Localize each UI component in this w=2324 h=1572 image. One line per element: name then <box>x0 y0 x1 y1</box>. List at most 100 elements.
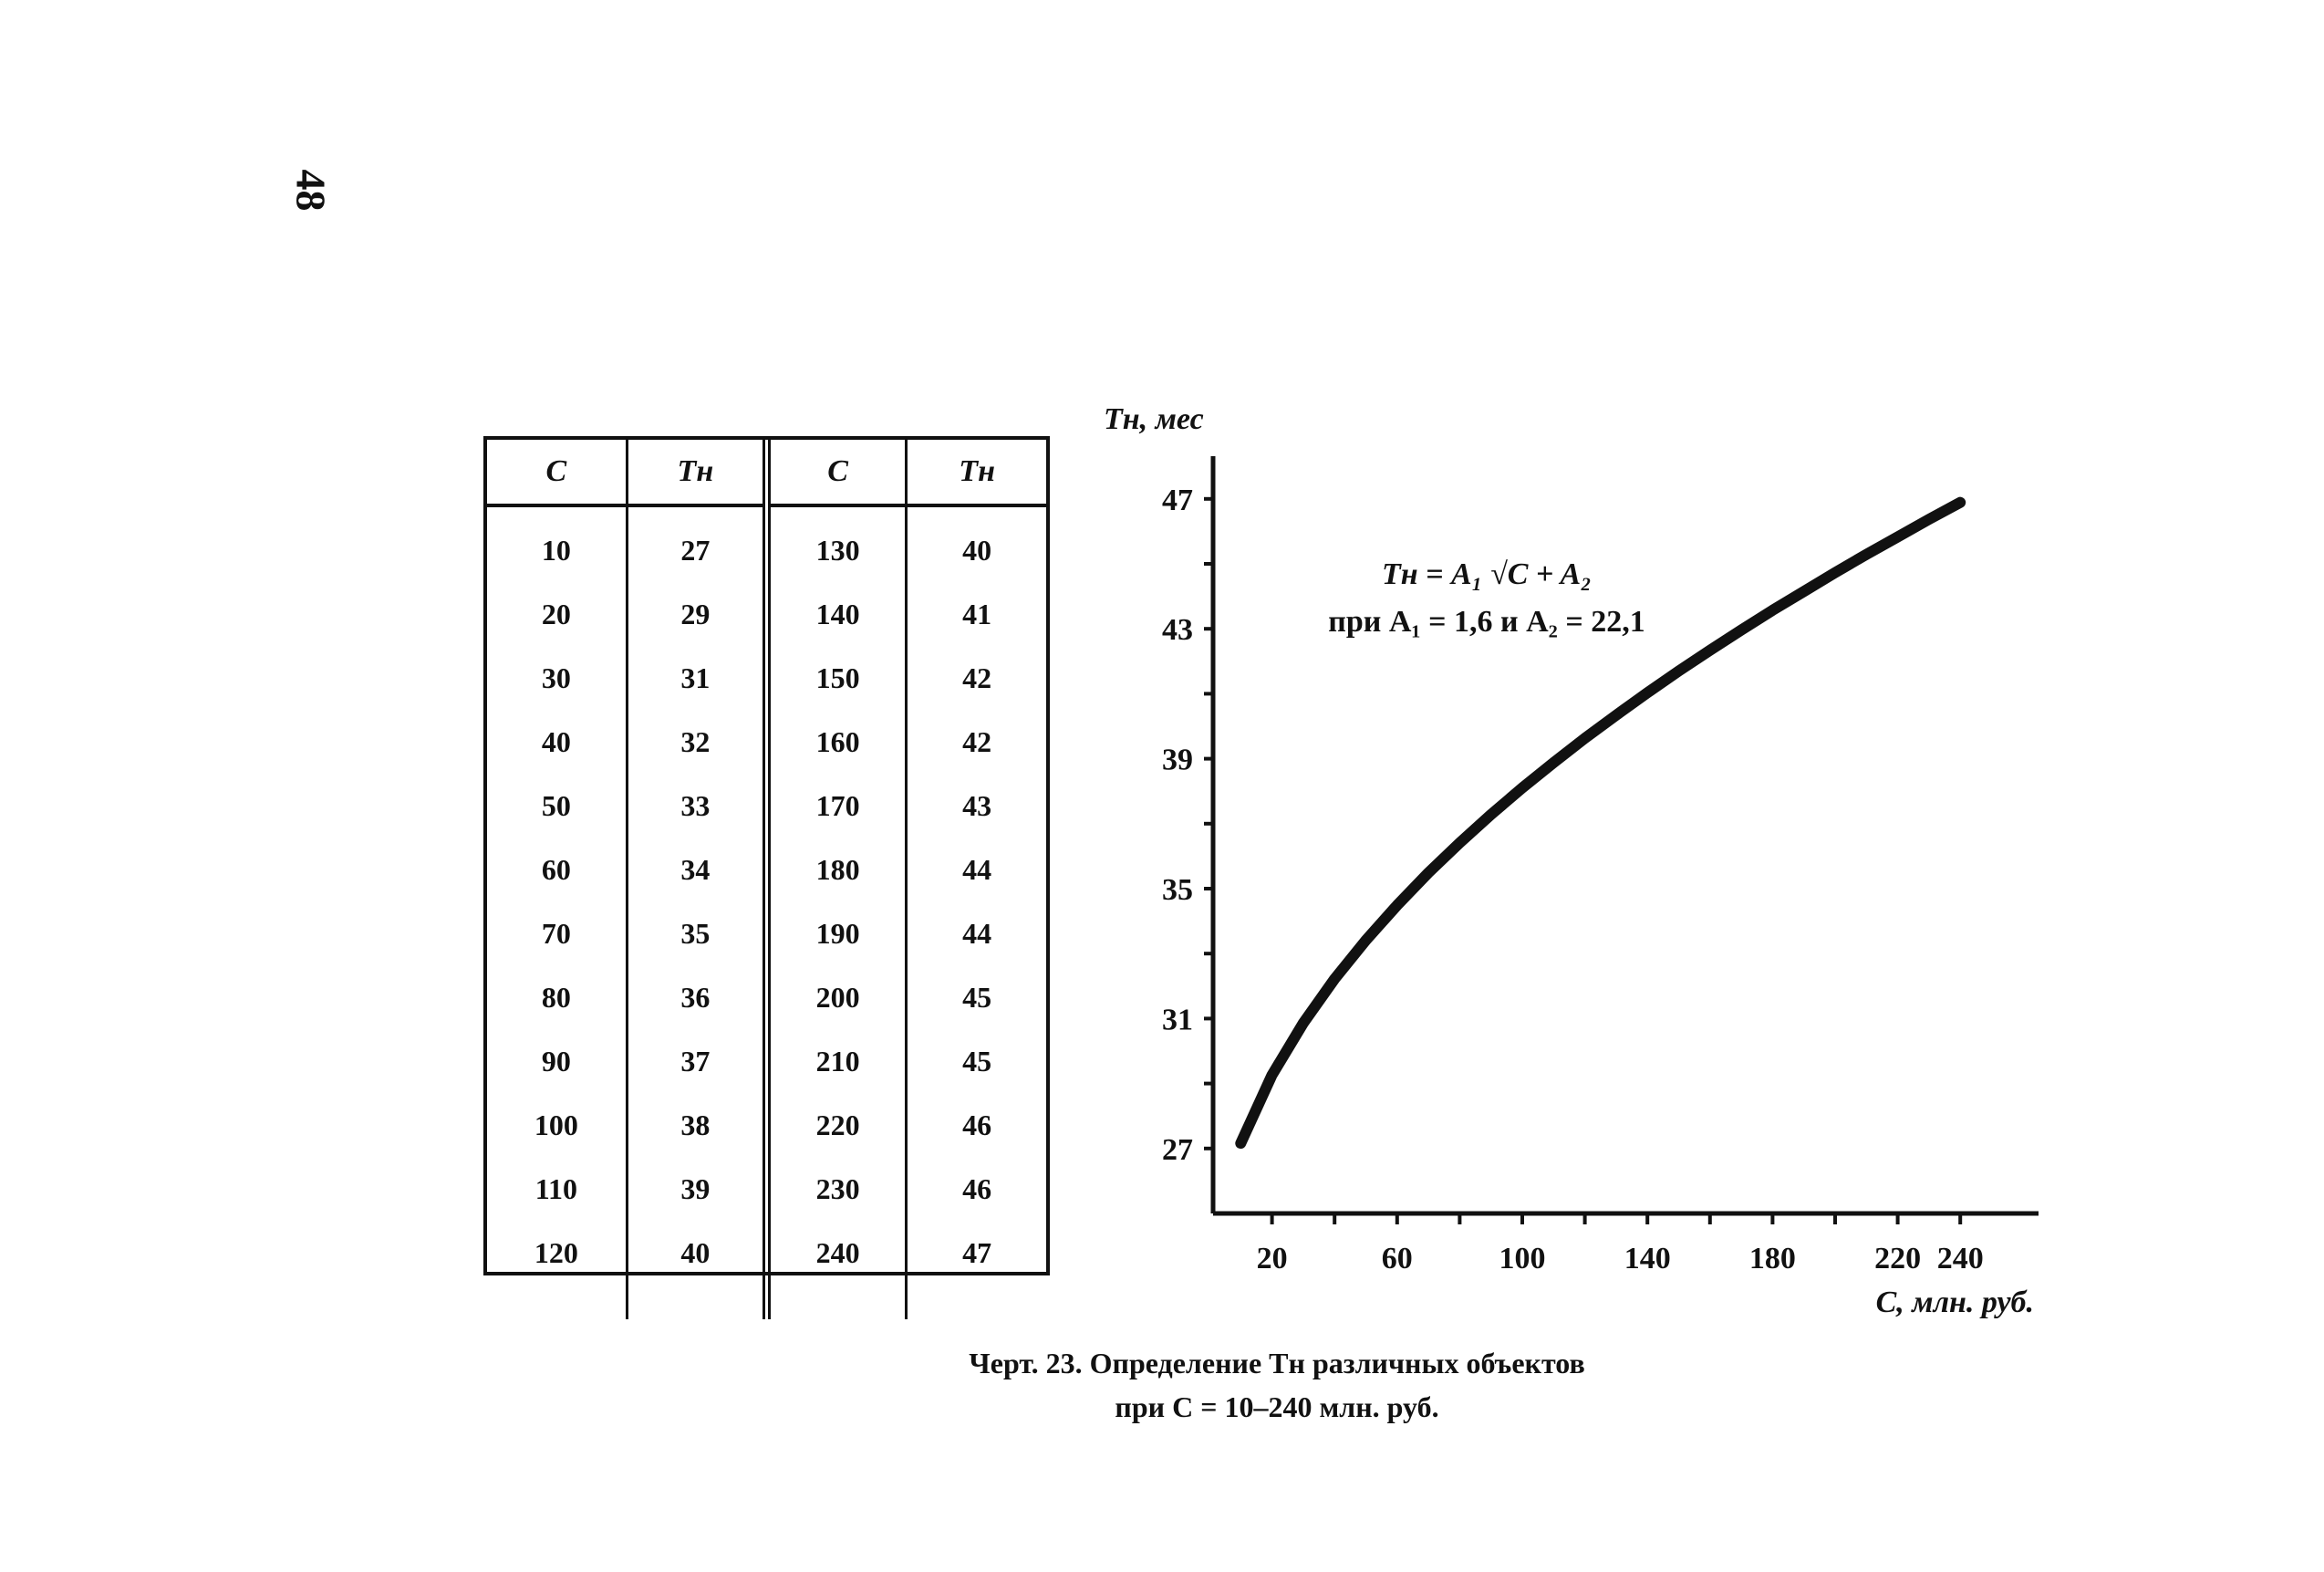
y-tick-label: 39 <box>1162 744 1193 777</box>
formula-line-2: при A₁ = 1,6 и A₂ = 22,1 <box>1328 605 1644 639</box>
cell-c-left: 80 <box>487 965 628 1029</box>
table-row: 50 33 170 43 <box>487 774 1046 838</box>
cell-t-left: 40 <box>627 1221 772 1285</box>
cell-t-right: 40 <box>962 533 992 567</box>
header-c-right: C <box>766 440 908 507</box>
page-number: 48 <box>287 169 335 212</box>
table-row: 120 40 240 47 <box>487 1221 1046 1285</box>
cell-c-right: 190 <box>766 901 908 965</box>
cell-c-left: 110 <box>487 1157 628 1221</box>
cell-c-right: 150 <box>766 646 908 710</box>
caption-line-2: при C = 10–240 млн. руб. <box>1115 1390 1439 1423</box>
cell-t-right: 43 <box>962 788 992 822</box>
cell-c-left: 90 <box>487 1029 628 1093</box>
cell-c-left: 40 <box>487 710 628 774</box>
cell-c-right: 170 <box>766 774 908 838</box>
table-row: 30 31 150 42 <box>487 646 1046 710</box>
cell-t-right: 42 <box>962 661 992 694</box>
header-t-right: Tн <box>906 440 1046 507</box>
cell-c-right: 210 <box>766 1029 908 1093</box>
cell-t-left: 38 <box>627 1093 772 1157</box>
table-row: 110 39 230 46 <box>487 1157 1046 1221</box>
cell-c-right: 160 <box>766 710 908 774</box>
spacer-cell <box>627 1285 772 1319</box>
table-row: 100 38 220 46 <box>487 1093 1046 1157</box>
cell-t-left: 27 <box>627 518 772 582</box>
cell-t-right: 46 <box>962 1171 992 1205</box>
figure-caption: Черт. 23. Определение Tн различных объек… <box>821 1341 1733 1429</box>
cell-c-right: 140 <box>766 582 908 646</box>
cell-t-left: 35 <box>627 901 772 965</box>
table-spacer <box>487 1285 1046 1319</box>
cell-c-left: 30 <box>487 646 628 710</box>
cell-c-right: 180 <box>766 838 908 901</box>
cell-c-right: 200 <box>766 965 908 1029</box>
cell-t-right: 46 <box>962 1108 992 1141</box>
cell-c-left: 70 <box>487 901 628 965</box>
cell-c-left: 20 <box>487 582 628 646</box>
series-line <box>1235 496 1966 1150</box>
table-row: 40 32 160 42 <box>487 710 1046 774</box>
cell-t-right: 44 <box>962 852 992 886</box>
cell-t-left: 29 <box>627 582 772 646</box>
cell-t-right: 44 <box>962 916 992 950</box>
cell-c-right: 220 <box>766 1093 908 1157</box>
table-row: 20 29 140 41 <box>487 582 1046 646</box>
y-tick-label: 35 <box>1162 873 1193 907</box>
x-tick-label: 180 <box>1749 1242 1796 1275</box>
cell-c-right: 230 <box>766 1157 908 1221</box>
spacer-cell <box>907 505 1046 518</box>
cell-t-left: 33 <box>627 774 772 838</box>
cell-t-right: 47 <box>962 1235 992 1269</box>
cell-c-left: 60 <box>487 838 628 901</box>
cell-c-left: 50 <box>487 774 628 838</box>
x-tick-label: 140 <box>1624 1242 1671 1275</box>
table-spacer <box>487 505 1046 518</box>
table-header-row: C Tн C Tн <box>487 440 1046 507</box>
y-tick-label: 43 <box>1162 613 1193 647</box>
caption-line-1: Черт. 23. Определение Tн различных объек… <box>969 1347 1585 1379</box>
x-tick-label: 20 <box>1257 1242 1288 1275</box>
cell-c-right: 240 <box>766 1221 908 1285</box>
y-axis-label: Tн, мес <box>1104 402 1204 436</box>
cell-t-left: 36 <box>627 965 772 1029</box>
header-c-left: C <box>487 440 628 507</box>
values-table: C Tн C Tн 10 27 130 40 20 29 140 41 30 31 150 42 40 3… <box>483 436 1050 1319</box>
x-tick-label: 240 <box>1937 1242 1984 1275</box>
x-axis-label: C, млн. руб. <box>1876 1286 2034 1319</box>
cell-t-right: 41 <box>962 597 992 630</box>
cell-t-right: 42 <box>962 724 992 758</box>
spacer-cell <box>766 1285 908 1319</box>
cell-t-left: 39 <box>627 1157 772 1221</box>
table-row: 10 27 130 40 <box>487 518 1046 582</box>
table-body: 10 27 130 40 20 29 140 41 30 31 150 42 40 32 160 42 50 33… <box>487 505 1046 1319</box>
cell-t-left: 31 <box>627 646 772 710</box>
header-t-left: Tн <box>627 440 772 507</box>
table-row: 80 36 200 45 <box>487 965 1046 1029</box>
spacer-cell <box>487 505 628 518</box>
table-row: 70 35 190 44 <box>487 901 1046 965</box>
cell-c-right: 130 <box>766 518 908 582</box>
spacer-cell <box>766 505 908 518</box>
y-tick-label: 27 <box>1162 1133 1193 1167</box>
x-tick-label: 100 <box>1499 1242 1546 1275</box>
y-tick-label: 31 <box>1162 1003 1193 1036</box>
cell-c-left: 10 <box>487 518 628 582</box>
x-tick-label: 220 <box>1874 1242 1921 1275</box>
formula-line-1: Tн = A₁ √C + A₂ <box>1382 557 1592 591</box>
table-row: 60 34 180 44 <box>487 838 1046 901</box>
x-tick-label: 60 <box>1382 1242 1413 1275</box>
spacer-cell <box>907 1285 1046 1319</box>
ticks: 27 31 35 39 43 47 20 60 100 140 180 220 240 <box>1162 484 1984 1275</box>
cell-c-left: 120 <box>487 1221 628 1285</box>
cell-t-right: 45 <box>962 1044 992 1077</box>
table-row: 90 37 210 45 <box>487 1029 1046 1093</box>
cell-t-left: 37 <box>627 1029 772 1093</box>
cell-t-left: 34 <box>627 838 772 901</box>
cell-c-left: 100 <box>487 1093 628 1157</box>
cell-t-left: 32 <box>627 710 772 774</box>
spacer-cell <box>487 1285 628 1319</box>
spacer-cell <box>627 505 772 518</box>
cell-t-right: 45 <box>962 980 992 1014</box>
